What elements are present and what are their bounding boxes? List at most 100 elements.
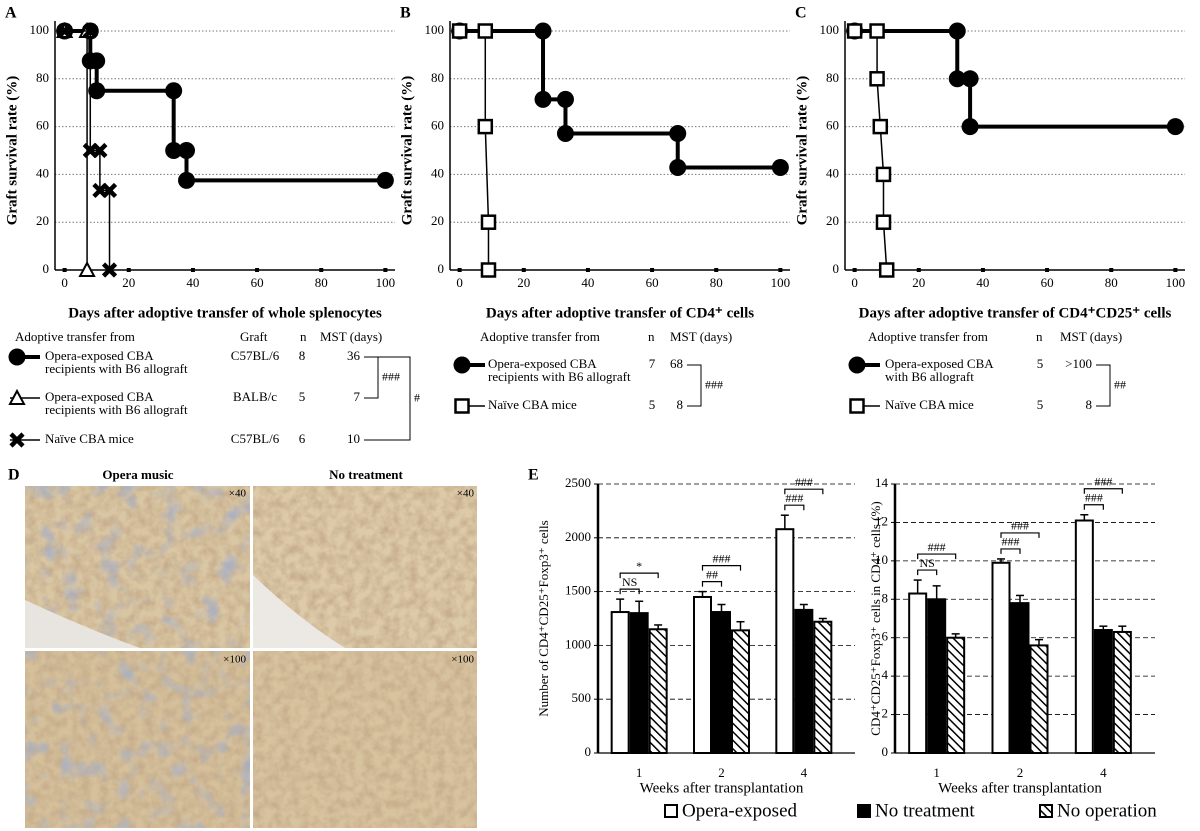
- table-n: 5: [649, 397, 656, 412]
- marker: [556, 90, 574, 108]
- significance-label: ##: [1114, 377, 1126, 391]
- table-mst: 10: [347, 431, 360, 446]
- x-tick-label: 80: [1105, 275, 1118, 290]
- legend-label: recipients with B6 allograft: [488, 369, 631, 384]
- x-axis-title: Weeks after transplantation: [938, 780, 1102, 796]
- table-mst: 8: [677, 397, 684, 412]
- x-tick-label: 4: [1100, 765, 1107, 780]
- marker: [57, 23, 73, 39]
- marker: [165, 82, 183, 100]
- bar: [1029, 644, 1049, 755]
- y-tick-label: 100: [425, 22, 445, 37]
- table-header: Adoptive transfer from: [868, 329, 988, 344]
- significance-label: ###: [1011, 519, 1029, 533]
- x-tick: [62, 268, 67, 272]
- bar: [794, 608, 814, 755]
- y-tick-label: 2: [882, 706, 889, 721]
- y-axis-title: Graft survival rate (%): [794, 76, 810, 226]
- bar: [991, 561, 1011, 754]
- x-tick: [126, 268, 131, 272]
- marker: [78, 260, 96, 277]
- significance-label: ##: [706, 567, 718, 581]
- magnification: ×40: [229, 488, 247, 500]
- x-tick-label: 20: [517, 275, 530, 290]
- marker: [875, 166, 892, 183]
- marker: [101, 262, 118, 278]
- legend-label: with B6 allograft: [885, 369, 974, 384]
- significance-bracket: [364, 356, 411, 441]
- x-tick-label: 20: [122, 275, 135, 290]
- significance-bracket: [1096, 364, 1111, 407]
- legend-label: Naïve CBA mice: [45, 431, 134, 446]
- marker: [8, 388, 26, 405]
- significance-label: ###: [382, 369, 400, 383]
- marker: [1166, 118, 1184, 136]
- table-header: MST (days): [320, 329, 382, 344]
- x-tick-label: 1: [636, 765, 643, 780]
- y-tick-label: 20: [36, 213, 49, 228]
- marker: [480, 262, 497, 278]
- y-tick-label: 100: [30, 22, 50, 37]
- x-axis-title: Weeks after transplantation: [640, 780, 804, 796]
- x-tick-label: 100: [376, 275, 396, 290]
- legend-label: recipients with B6 allograft: [45, 361, 188, 376]
- significance-bracket: [619, 588, 640, 595]
- x-tick: [521, 268, 526, 272]
- x-tick-label: 0: [456, 275, 463, 290]
- x-tick: [255, 268, 260, 272]
- y-tick-label: 6: [882, 629, 889, 644]
- bar: [775, 528, 795, 755]
- x-tick-label: 1: [933, 765, 940, 780]
- table-mst: 68: [670, 356, 683, 371]
- x-tick-label: 0: [851, 275, 858, 290]
- legend-swatch: [1039, 804, 1053, 818]
- magnification: ×100: [451, 654, 474, 666]
- y-tick-label: 80: [431, 70, 444, 85]
- table-n: 5: [1037, 356, 1044, 371]
- legend-label: Naïve CBA mice: [885, 397, 974, 412]
- micrograph: [25, 651, 250, 828]
- y-axis-title: CD4⁺CD25⁺Foxp3⁺ cells in CD4⁺ cells (%): [868, 501, 883, 735]
- y-axis-title: Graft survival rate (%): [399, 76, 415, 226]
- legend-label: No operation: [1057, 800, 1157, 821]
- significance-label: ###: [928, 540, 946, 554]
- y-tick-label: 40: [826, 165, 839, 180]
- table-header: n: [300, 329, 307, 344]
- marker: [556, 125, 574, 143]
- y-axis-title: Graft survival rate (%): [4, 76, 20, 226]
- significance-bracket: [1000, 532, 1040, 538]
- bar: [1074, 519, 1094, 754]
- significance-bracket: [1083, 488, 1123, 494]
- marker: [178, 171, 196, 189]
- table-header: Adoptive transfer from: [15, 329, 135, 344]
- x-tick-label: 60: [646, 275, 659, 290]
- bar: [629, 612, 649, 754]
- table-header: MST (days): [1060, 329, 1122, 344]
- marker: [534, 90, 552, 108]
- panel-d: D Opera music No treatment ×40 ×40 ×100 …: [8, 467, 477, 828]
- y-tick-label: 2500: [565, 475, 591, 490]
- significance-bracket: [917, 553, 957, 560]
- y-tick-label: 40: [431, 165, 444, 180]
- x-axis-title: Days after adoptive transfer of CD4⁺CD25…: [859, 305, 1172, 321]
- x-tick: [778, 268, 783, 272]
- y-tick-label: 0: [43, 261, 50, 276]
- x-tick-label: 40: [581, 275, 594, 290]
- y-tick-label: 0: [438, 261, 445, 276]
- significance-bracket: [1000, 548, 1021, 554]
- legend-label: Opera-exposed: [682, 800, 798, 821]
- table-n: 8: [299, 348, 306, 363]
- significance-bracket: [687, 364, 702, 407]
- significance-bracket: [1083, 504, 1104, 510]
- micrograph: [25, 486, 250, 648]
- significance-label: NS: [919, 556, 934, 570]
- panel-letter: B: [400, 5, 411, 22]
- x-tick: [190, 268, 195, 272]
- marker: [451, 23, 468, 39]
- x-axis-title: Days after adoptive transfer of CD4⁺ cel…: [486, 305, 754, 321]
- panel-letter: C: [795, 5, 807, 22]
- marker: [878, 262, 895, 278]
- y-tick-label: 500: [572, 690, 592, 705]
- y-tick-label: 60: [36, 118, 49, 133]
- x-tick: [1045, 268, 1050, 272]
